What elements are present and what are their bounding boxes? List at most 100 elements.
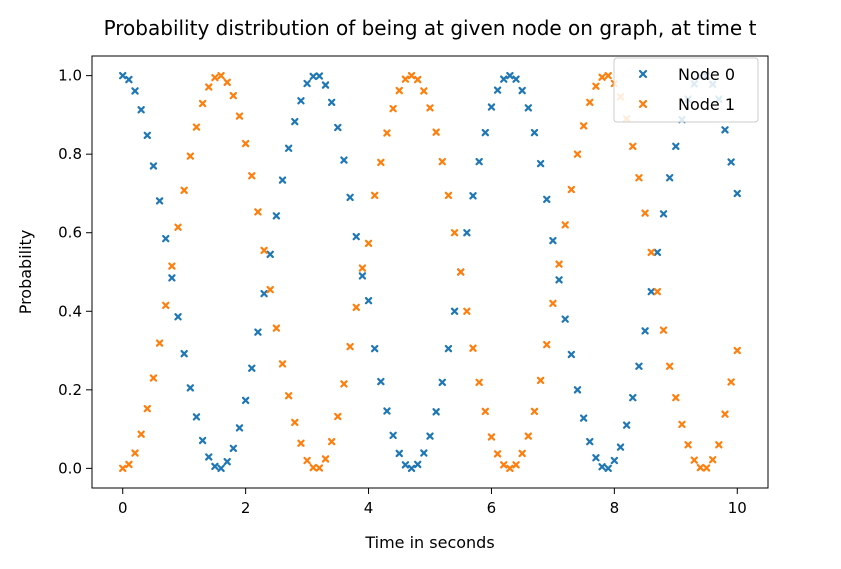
data-point-series-1-67 <box>530 407 539 416</box>
data-point-series-0-46 <box>401 461 410 469</box>
data-point-series-0-6 <box>155 197 164 205</box>
legend-entries: Node 0 Node 1 <box>638 65 735 114</box>
data-point-series-0-72 <box>561 315 569 323</box>
data-point-series-0-17 <box>223 457 231 466</box>
data-point-series-1-100 <box>733 346 741 355</box>
y-tick-label: 0.0 <box>58 459 82 477</box>
y-axis-label: Probability <box>16 230 35 315</box>
data-point-series-1-55 <box>457 268 465 276</box>
data-point-series-1-97 <box>715 441 723 449</box>
data-point-series-1-96 <box>708 456 717 464</box>
data-point-series-0-2 <box>131 87 139 95</box>
data-marks <box>119 71 741 473</box>
data-point-series-1-34 <box>327 437 336 446</box>
legend-label-0: Node 0 <box>678 65 735 84</box>
data-point-series-1-89 <box>665 362 674 370</box>
data-point-series-1-99 <box>727 378 735 386</box>
data-point-series-1-24 <box>266 285 274 294</box>
x-tick-label: 0 <box>118 499 128 517</box>
y-tick-label: 0.4 <box>58 302 82 320</box>
data-point-series-0-43 <box>383 407 391 415</box>
legend-box <box>613 57 759 123</box>
data-point-series-1-52 <box>438 157 446 166</box>
data-point-series-1-41 <box>370 191 379 200</box>
data-point-series-0-64 <box>512 75 520 83</box>
data-point-series-1-86 <box>647 248 655 257</box>
data-point-series-1-43 <box>383 129 391 137</box>
data-point-series-0-77 <box>592 454 600 462</box>
chart-title: Probability distribution of being at giv… <box>104 16 757 40</box>
data-point-series-1-98 <box>721 410 729 418</box>
data-point-series-0-69 <box>543 195 551 204</box>
data-point-series-0-63 <box>506 71 514 80</box>
data-point-series-0-23 <box>260 289 268 298</box>
data-point-series-1-5 <box>149 374 158 382</box>
data-point-series-0-70 <box>549 236 557 245</box>
x-axis-label: Time in seconds <box>364 533 494 552</box>
data-point-series-1-54 <box>450 229 459 237</box>
data-point-series-1-9 <box>174 223 182 231</box>
data-point-series-0-99 <box>727 158 735 166</box>
data-point-series-1-38 <box>352 303 360 312</box>
data-point-series-1-31 <box>309 463 317 472</box>
data-point-series-1-59 <box>481 407 490 416</box>
data-point-series-0-33 <box>321 81 330 89</box>
data-point-series-1-77 <box>592 82 600 90</box>
data-point-series-1-70 <box>549 299 557 308</box>
data-point-series-1-57 <box>469 344 477 352</box>
series-1-points <box>119 71 741 473</box>
data-point-series-1-49 <box>420 87 428 95</box>
data-point-series-0-80 <box>610 456 619 465</box>
data-point-series-1-14 <box>205 83 213 91</box>
data-point-series-0-47 <box>407 464 416 473</box>
data-point-series-1-79 <box>604 71 612 80</box>
data-point-series-1-62 <box>500 461 508 469</box>
data-point-series-1-78 <box>598 73 606 81</box>
data-point-series-0-81 <box>616 443 625 451</box>
data-point-series-1-2 <box>131 449 139 457</box>
data-point-series-1-4 <box>143 404 152 413</box>
data-point-series-0-40 <box>364 296 373 305</box>
data-point-series-0-41 <box>370 344 379 353</box>
data-point-series-0-86 <box>647 287 655 296</box>
data-point-series-1-51 <box>432 128 440 136</box>
data-point-series-0-73 <box>567 350 576 359</box>
data-point-series-0-45 <box>395 449 403 458</box>
data-point-series-0-59 <box>481 128 490 137</box>
legend-marker-0 <box>638 69 648 79</box>
data-point-series-1-17 <box>223 78 231 87</box>
data-point-series-1-25 <box>272 324 281 332</box>
data-point-series-0-20 <box>241 396 250 405</box>
data-point-series-0-14 <box>205 453 213 461</box>
data-point-series-1-6 <box>155 339 164 347</box>
data-point-series-0-58 <box>475 157 483 166</box>
data-point-series-1-48 <box>414 75 422 84</box>
data-point-series-1-76 <box>586 98 594 107</box>
data-point-series-0-48 <box>414 460 422 469</box>
data-point-series-1-27 <box>284 392 293 400</box>
data-point-series-0-19 <box>235 424 244 432</box>
data-point-series-0-53 <box>444 344 453 353</box>
data-point-series-1-45 <box>395 86 403 95</box>
data-point-series-1-39 <box>358 264 367 272</box>
data-point-series-1-33 <box>321 455 330 463</box>
y-axis-ticks: 0.0 0.2 0.4 0.6 0.8 1.0 <box>58 67 92 477</box>
data-point-series-1-50 <box>426 104 434 112</box>
data-point-series-1-91 <box>678 420 686 429</box>
data-point-series-1-65 <box>518 449 526 458</box>
data-point-series-0-68 <box>536 159 545 168</box>
legend-label-1: Node 1 <box>678 95 735 114</box>
data-point-series-0-13 <box>198 436 207 445</box>
data-point-series-1-29 <box>297 439 305 447</box>
data-point-series-0-82 <box>622 421 631 429</box>
data-point-series-0-67 <box>530 128 539 137</box>
data-point-series-0-34 <box>327 98 336 107</box>
data-point-series-1-7 <box>162 301 170 310</box>
data-point-series-1-94 <box>696 463 705 472</box>
data-point-series-0-98 <box>721 126 729 134</box>
data-point-series-0-21 <box>248 364 256 372</box>
data-point-series-0-66 <box>524 104 533 112</box>
data-point-series-0-56 <box>463 229 471 237</box>
data-point-series-0-28 <box>291 117 299 126</box>
data-point-series-0-78 <box>598 463 606 471</box>
